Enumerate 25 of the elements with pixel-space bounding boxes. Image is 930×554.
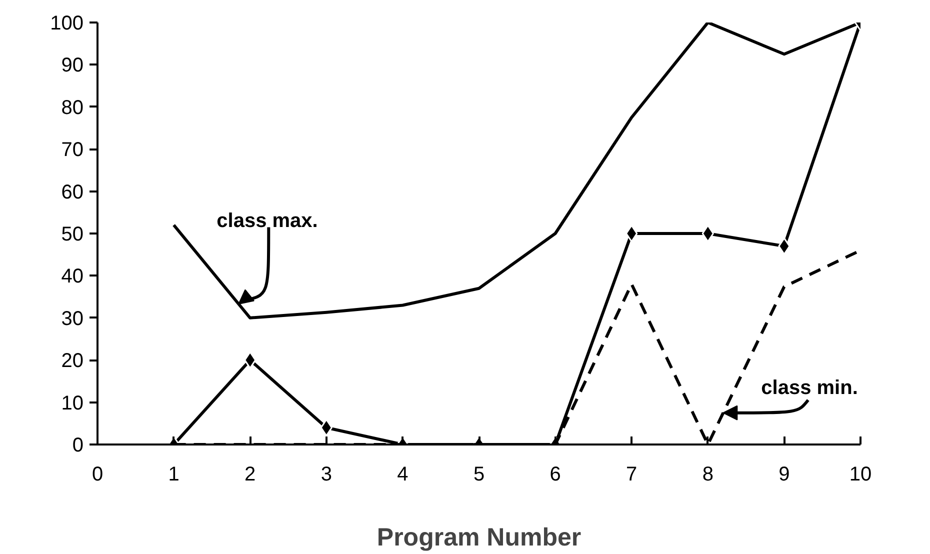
y-tick-label: 0 [72, 434, 84, 456]
x-tick-label: 0 [92, 464, 104, 486]
x-tick-label: 7 [626, 464, 638, 486]
x-tick-label: 1 [168, 464, 180, 486]
annotation: class max. [216, 210, 318, 232]
x-tick-label: 9 [778, 464, 790, 486]
x-tick-label: 6 [550, 464, 561, 486]
annotation: class min. [761, 376, 858, 399]
x-tick-label: 2 [244, 464, 256, 486]
x-axis-title: Program Number [376, 524, 582, 552]
x-tick-label: 8 [702, 464, 714, 486]
x-tick-label: 3 [320, 464, 332, 486]
x-tick-label: 5 [473, 464, 485, 486]
y-tick-label: 60 [61, 181, 84, 204]
y-tick-label: 20 [61, 350, 84, 372]
y-tick-label: 40 [61, 266, 84, 288]
y-tick-label: 70 [61, 139, 84, 162]
y-tick-label: 100 [50, 12, 84, 34]
y-tick-label: 10 [61, 392, 84, 414]
x-tick-label: 10 [849, 464, 872, 486]
y-tick-label: 80 [61, 96, 84, 119]
y-tick-label: 50 [61, 224, 84, 246]
y-tick-label: 30 [61, 308, 84, 330]
x-tick-label: 4 [397, 464, 408, 486]
y-tick-label: 90 [61, 54, 84, 77]
